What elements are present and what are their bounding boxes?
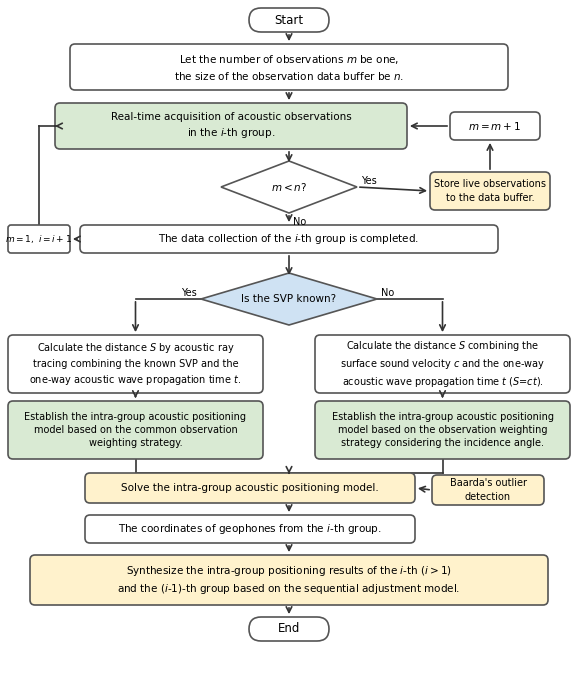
Text: Yes: Yes	[361, 176, 377, 186]
Text: Is the SVP known?: Is the SVP known?	[242, 294, 336, 304]
Text: $m = 1,\ i = i + 1$: $m = 1,\ i = i + 1$	[5, 233, 73, 245]
Polygon shape	[221, 161, 357, 213]
Text: Baarda's outlier
detection: Baarda's outlier detection	[450, 478, 527, 502]
Text: Real-time acquisition of acoustic observations
in the $i$-th group.: Real-time acquisition of acoustic observ…	[110, 112, 351, 140]
Text: The coordinates of geophones from the $i$-th group.: The coordinates of geophones from the $i…	[118, 522, 382, 536]
Text: Establish the intra-group acoustic positioning
model based on the common observa: Establish the intra-group acoustic posit…	[24, 412, 246, 448]
FancyBboxPatch shape	[249, 617, 329, 641]
Text: Yes: Yes	[181, 288, 197, 298]
Text: Start: Start	[275, 13, 303, 27]
Text: Calculate the distance $S$ combining the
surface sound velocity $c$ and the one-: Calculate the distance $S$ combining the…	[340, 339, 545, 389]
Polygon shape	[201, 273, 377, 325]
Text: $m = m+1$: $m = m+1$	[468, 120, 522, 132]
FancyBboxPatch shape	[30, 555, 548, 605]
FancyBboxPatch shape	[85, 473, 415, 503]
FancyBboxPatch shape	[70, 44, 508, 90]
FancyBboxPatch shape	[450, 112, 540, 140]
FancyBboxPatch shape	[85, 515, 415, 543]
Text: No: No	[293, 217, 306, 227]
FancyBboxPatch shape	[8, 335, 263, 393]
FancyBboxPatch shape	[315, 335, 570, 393]
Text: Store live observations
to the data buffer.: Store live observations to the data buff…	[434, 179, 546, 202]
Text: Let the number of observations $m$ be one,
the size of the observation data buff: Let the number of observations $m$ be on…	[174, 52, 404, 81]
Text: End: End	[278, 622, 300, 636]
Text: The data collection of the $i$-th group is completed.: The data collection of the $i$-th group …	[158, 232, 420, 246]
Text: Synthesize the intra-group positioning results of the $i$-th ($i > 1$)
and the (: Synthesize the intra-group positioning r…	[117, 564, 461, 596]
FancyBboxPatch shape	[80, 225, 498, 253]
FancyBboxPatch shape	[55, 103, 407, 149]
FancyBboxPatch shape	[249, 8, 329, 32]
Text: $m < n$?: $m < n$?	[271, 181, 307, 193]
Text: Solve the intra-group acoustic positioning model.: Solve the intra-group acoustic positioni…	[121, 483, 379, 493]
FancyBboxPatch shape	[430, 172, 550, 210]
Text: Calculate the distance $S$ by acoustic ray
tracing combining the known SVP and t: Calculate the distance $S$ by acoustic r…	[29, 342, 242, 386]
Text: No: No	[381, 288, 394, 298]
Text: Establish the intra-group acoustic positioning
model based on the observation we: Establish the intra-group acoustic posit…	[332, 412, 554, 448]
FancyBboxPatch shape	[315, 401, 570, 459]
FancyBboxPatch shape	[8, 225, 70, 253]
FancyBboxPatch shape	[432, 475, 544, 505]
FancyBboxPatch shape	[8, 401, 263, 459]
